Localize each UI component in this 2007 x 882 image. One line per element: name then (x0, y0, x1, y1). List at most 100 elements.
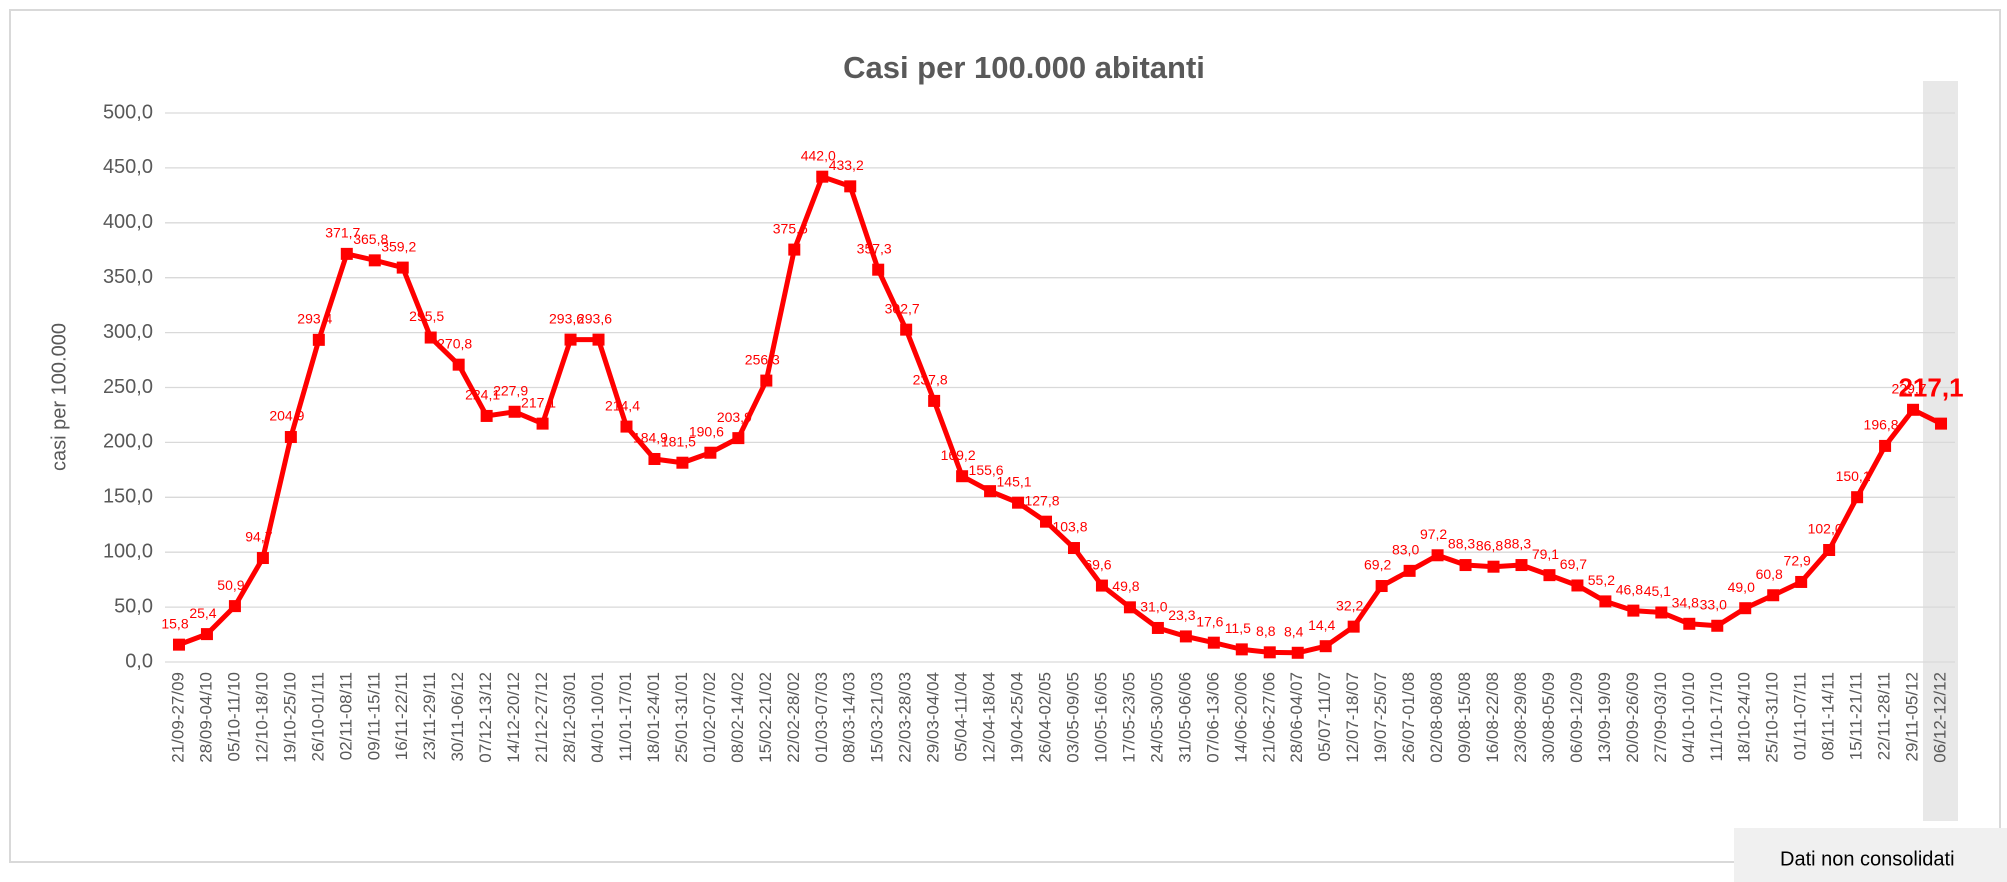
marker (1095, 579, 1108, 592)
data-label: 214,4 (605, 397, 640, 413)
x-tick-label: 11/10-17/10 (1707, 672, 1726, 761)
marker (1291, 646, 1304, 659)
data-label: 295,5 (409, 308, 444, 324)
marker (1655, 606, 1668, 619)
marker (396, 261, 409, 274)
data-label: 256,3 (745, 351, 780, 367)
x-tick-label: 22/03-28/03 (896, 672, 915, 763)
x-tick-label: 22/02-28/02 (784, 672, 803, 763)
y-tick-label: 200,0 (103, 431, 153, 453)
x-tick-label: 05/07-11/07 (1315, 672, 1334, 761)
marker (1431, 549, 1444, 562)
data-label: 155,6 (969, 462, 1004, 478)
y-tick-label: 450,0 (103, 156, 153, 178)
data-label: 23,3 (1168, 607, 1195, 623)
x-tick-label: 28/06-04/07 (1287, 672, 1306, 763)
x-tick-label: 28/09-04/10 (196, 672, 215, 763)
x-tick-label: 15/02-21/02 (756, 672, 775, 763)
x-tick-label: 23/11-29/11 (420, 672, 439, 760)
data-label: 45,1 (1644, 583, 1671, 599)
data-label: 72,9 (1784, 553, 1811, 569)
x-tick-label: 26/10-01/11 (308, 672, 327, 761)
y-tick-label: 500,0 (103, 101, 153, 123)
marker (816, 170, 829, 183)
x-tick-label: 25/01-31/01 (672, 672, 691, 763)
marker (872, 263, 885, 276)
y-tick-label: 400,0 (103, 211, 153, 233)
marker (1459, 559, 1472, 572)
data-label: 145,1 (997, 473, 1032, 489)
x-tick-label: 29/03-04/04 (924, 672, 943, 763)
marker (284, 431, 297, 444)
marker (1851, 491, 1864, 504)
data-label: 357,3 (857, 240, 892, 256)
data-label: 88,3 (1504, 536, 1531, 552)
marker (172, 638, 185, 651)
marker (1319, 640, 1332, 653)
data-label: 293,6 (577, 310, 612, 326)
data-label: 34,8 (1672, 594, 1699, 610)
data-label: 79,1 (1532, 546, 1559, 562)
marker (788, 243, 801, 256)
data-label: 69,7 (1560, 556, 1587, 572)
note: Dati non consolidati (1780, 848, 1955, 870)
marker (956, 470, 969, 483)
marker (704, 446, 717, 459)
x-tick-label: 21/12-27/12 (532, 672, 551, 763)
marker (564, 333, 577, 346)
data-label: 14,4 (1308, 617, 1335, 633)
marker (1235, 643, 1248, 656)
data-label: 31,0 (1140, 599, 1167, 615)
x-tick-label: 10/05-16/05 (1091, 672, 1110, 763)
data-label: 46,8 (1616, 581, 1643, 597)
data-label: 94,7 (245, 529, 272, 545)
chart-title: Casi per 100.000 abitanti (843, 50, 1205, 85)
data-label: 49,8 (1112, 578, 1139, 594)
x-tick-label: 19/04-25/04 (1008, 672, 1027, 763)
x-tick-label: 08/03-14/03 (840, 672, 859, 763)
y-tick-label: 300,0 (103, 321, 153, 343)
x-tick-label: 07/06-13/06 (1203, 672, 1222, 763)
marker (1347, 620, 1360, 633)
data-label: 227,9 (493, 382, 528, 398)
x-tick-label: 27/09-03/10 (1651, 672, 1670, 763)
x-tick-label: 20/09-26/09 (1623, 672, 1642, 763)
x-tick-label: 15/03-21/03 (868, 672, 887, 763)
data-label: 359,2 (381, 238, 416, 254)
data-label: 69,6 (1084, 556, 1111, 572)
marker (1739, 602, 1752, 615)
x-tick-label: 12/10-18/10 (252, 672, 271, 763)
marker (928, 394, 941, 407)
x-tick-label: 01/03-07/03 (812, 672, 831, 763)
data-label: 49,0 (1728, 579, 1755, 595)
y-tick-label: 0,0 (125, 650, 153, 672)
marker (676, 456, 689, 469)
data-label: 8,8 (1256, 623, 1276, 639)
x-tick-label: 25/10-31/10 (1763, 672, 1782, 763)
data-label: 293,6 (549, 310, 584, 326)
marker (1571, 579, 1584, 592)
marker (1879, 439, 1892, 452)
data-label: 237,8 (913, 372, 948, 388)
data-label: 229,7 (1892, 380, 1927, 396)
unconsolidated-band (1923, 81, 1958, 821)
x-tick-label: 30/11-06/12 (448, 672, 467, 761)
marker (1515, 559, 1528, 572)
x-tick-label: 12/07-18/07 (1343, 672, 1362, 763)
chart-border (9, 9, 2001, 863)
y-axis-label: casi per 100.000 (48, 323, 70, 471)
data-label: 60,8 (1756, 566, 1783, 582)
x-tick-label: 24/05-30/05 (1147, 672, 1166, 763)
data-label: 181,5 (661, 433, 696, 449)
x-tick-label: 06/12-12/12 (1931, 672, 1950, 763)
data-label: 55,2 (1588, 572, 1615, 588)
x-tick-label: 11/01-17/01 (616, 672, 635, 761)
data-label: 32,2 (1336, 597, 1363, 613)
data-label: 50,9 (217, 577, 244, 593)
data-label: 190,6 (689, 423, 724, 439)
marker (592, 333, 605, 346)
x-tick-label: 05/04-11/04 (952, 672, 971, 761)
data-label: 270,8 (437, 335, 472, 351)
x-tick-label: 14/06-20/06 (1231, 672, 1250, 763)
x-tick-label: 02/08-08/08 (1427, 672, 1446, 763)
